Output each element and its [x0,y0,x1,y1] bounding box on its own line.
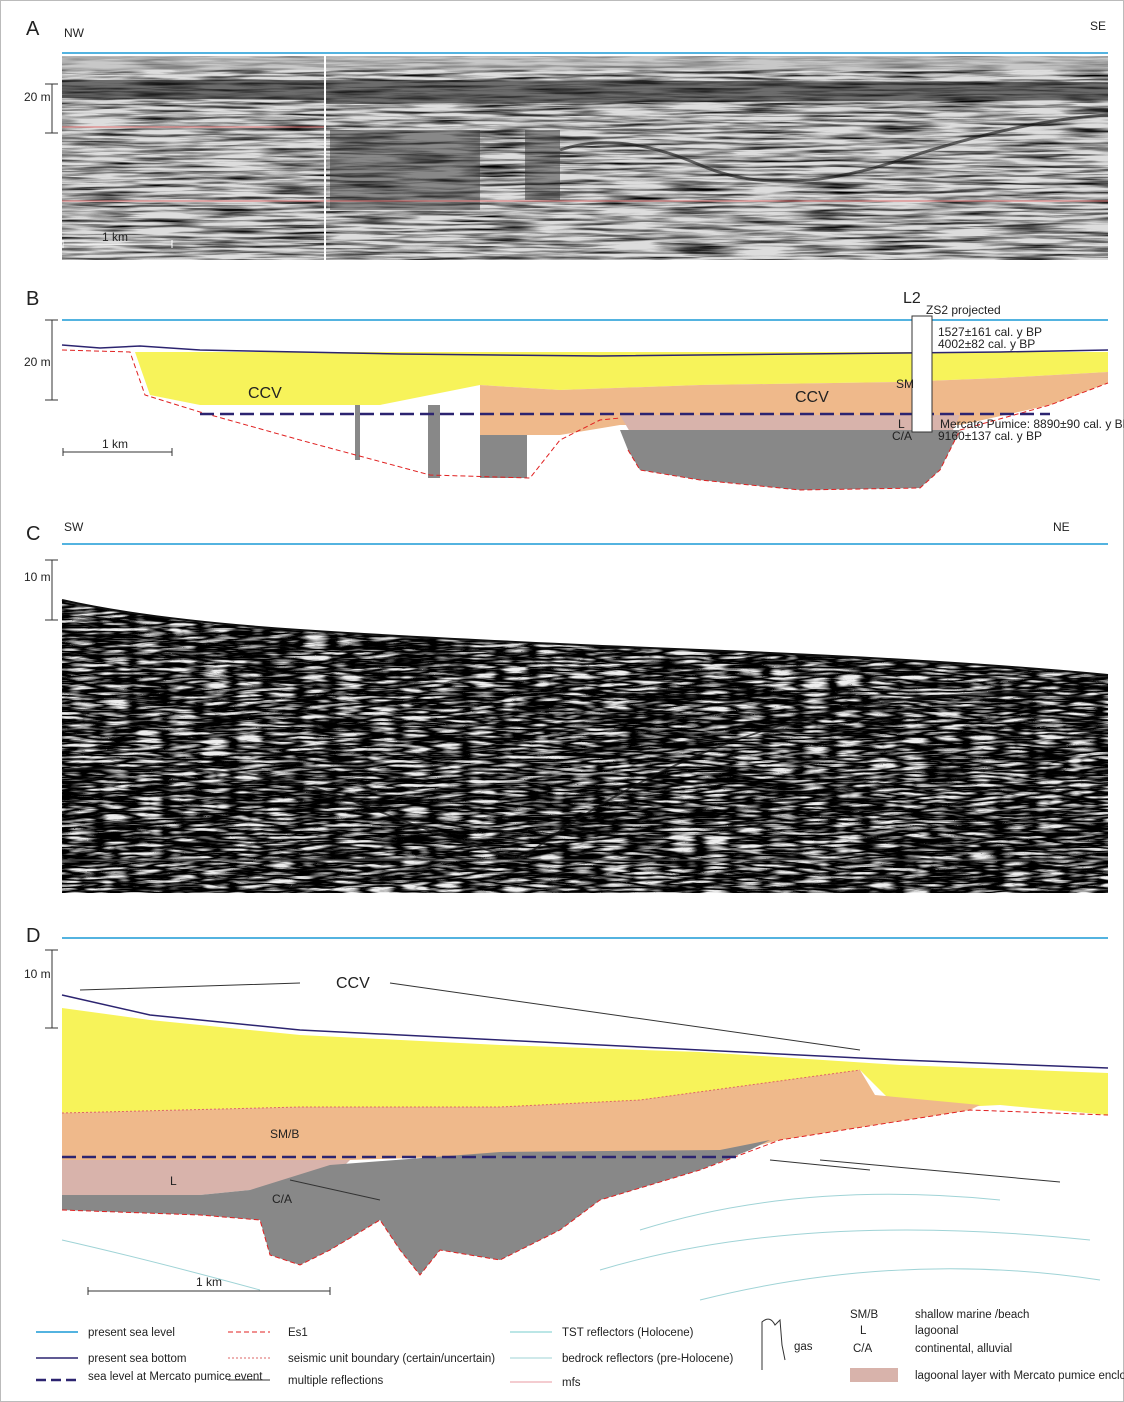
legend-label: Es1 [288,1327,308,1339]
v-scale-label: 20 m [24,90,51,104]
legend-label: sea level at Mercato pumice event [88,1371,263,1383]
v-scale-label: 10 m [24,967,51,981]
water-column [62,56,1108,70]
legend-label: seismic unit boundary (certain/uncertain… [288,1353,495,1365]
date: 9160±137 cal. y BP [938,429,1042,443]
core-label: L2 [903,290,921,307]
legend-label: mfs [562,1377,581,1389]
legend-swatch [850,1368,898,1382]
direction: SE [1090,19,1106,33]
legend-label: present sea level [88,1327,175,1339]
h-scale-label: 1 km [196,1275,222,1289]
legend-label: TST reflectors (Holocene) [562,1327,694,1339]
direction: NE [1053,520,1070,534]
date: 4002±82 cal. y BP [938,337,1035,351]
abbrev-desc: continental, alluvial [915,1343,1012,1355]
gas-blanking [330,130,560,210]
legend-label: multiple reflections [288,1375,383,1387]
abbrev: L [860,1325,867,1337]
panel-label: A [26,18,40,40]
figure: A NW SE 20 m 1 km B L2 ZS2 projected 152… [0,0,1124,1402]
unit-label: CCV [248,385,282,402]
abbrev: C/A [853,1343,873,1355]
legend-label: gas [794,1341,813,1353]
legend-label: lagoonal layer with Mercato pumice enclo… [915,1370,1124,1382]
unit-label: CCV [795,389,829,406]
abbrev: SM/B [850,1309,878,1321]
abbrev-desc: shallow marine /beach [915,1309,1029,1321]
unit-label: L [170,1174,177,1188]
panel-label: B [26,288,39,310]
unit-label: C/A [272,1192,292,1206]
abbrev-desc: lagoonal [915,1325,958,1337]
core-note: ZS2 projected [926,303,1001,317]
v-scale-label: 20 m [24,355,51,369]
v-scale-label: 10 m [24,570,51,584]
h-scale-label: 1 km [102,437,128,451]
core [912,316,932,432]
direction: SW [64,520,84,534]
unit-label: CCV [336,975,370,992]
direction: NW [64,26,85,40]
legend-label: present sea bottom [88,1353,186,1365]
unit-label: SM/B [270,1127,299,1141]
h-scale-label: 1 km [102,230,128,244]
panel-label: C [26,523,40,545]
legend-label: bedrock reflectors (pre-Holocene) [562,1353,733,1365]
core-unit: SM [896,377,914,391]
core-unit: C/A [892,429,912,443]
panel-label: D [26,925,40,947]
